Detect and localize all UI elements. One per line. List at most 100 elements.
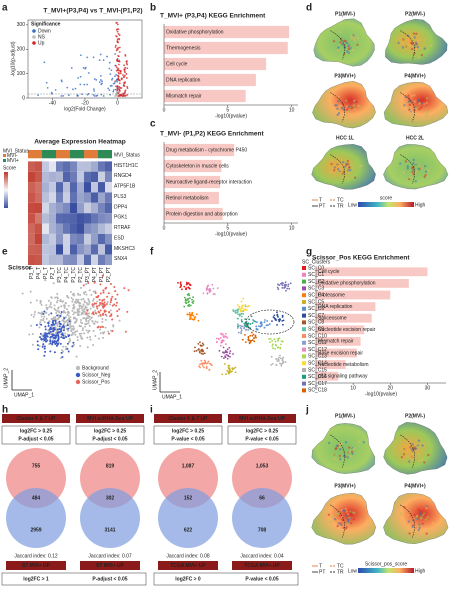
cell-point [116, 310, 119, 313]
cell-point [205, 289, 208, 291]
spot [400, 455, 404, 459]
cell-point [214, 293, 216, 295]
cell-point [80, 336, 83, 339]
spot [349, 454, 353, 458]
volcano-point [114, 64, 117, 67]
cell-point [37, 348, 40, 351]
cell-point [94, 291, 97, 294]
cell-point [94, 320, 97, 323]
bar-label: Oxidative phosphorylation [318, 281, 376, 287]
heatmap-col-label: P2_T [50, 267, 56, 279]
spot [414, 447, 417, 450]
volcano-point [116, 94, 119, 97]
heatmap-cell [63, 254, 70, 265]
cell-point [104, 313, 107, 316]
cell-point [221, 339, 224, 342]
cell-point [47, 324, 50, 327]
spot [419, 99, 423, 102]
cell-point [63, 322, 66, 325]
cell-point [101, 302, 104, 305]
cell-point [263, 321, 266, 324]
cell-point [85, 329, 88, 332]
heatmap-cell [28, 244, 35, 255]
cell-point [49, 342, 52, 345]
spot [421, 522, 424, 525]
heatmap-cell [70, 150, 77, 159]
cell-point [71, 332, 74, 335]
cell-point [96, 307, 99, 310]
spot [424, 114, 428, 117]
cell-point [229, 368, 232, 371]
cell-point [260, 321, 263, 324]
cell-point [91, 303, 94, 306]
cell-point [54, 319, 57, 322]
heatmap-cell [98, 244, 105, 255]
panel-label: b [150, 3, 156, 14]
volcano-point [87, 72, 90, 74]
bar-label: DNA replication [318, 304, 353, 310]
cell-point [41, 345, 44, 348]
spot [337, 100, 340, 103]
cell-point [85, 306, 88, 309]
legend-swatch [32, 29, 36, 33]
cell-point [208, 287, 211, 290]
cell-point [267, 324, 269, 326]
cell-point [40, 315, 43, 318]
cell-point [92, 299, 95, 302]
bar-label: Protein digestion and absorption [166, 211, 238, 217]
criteria: P-adjust < 0.05 [18, 436, 53, 442]
panel-label: i [150, 405, 153, 416]
cell-point [194, 346, 196, 349]
heatmap-cell [70, 233, 77, 245]
cell-point [55, 296, 58, 299]
spot [410, 166, 414, 170]
volcano-point [126, 63, 129, 66]
spot [424, 170, 428, 173]
cell-point [247, 329, 250, 331]
volcano-point [99, 75, 102, 77]
cell-point [232, 353, 234, 355]
cell-point [188, 300, 190, 303]
cell-point [32, 315, 35, 318]
cell-point [253, 337, 255, 340]
cell-point [236, 323, 239, 326]
heatmap-cell [70, 244, 77, 255]
volcano-point [123, 70, 126, 72]
layer: a b c d e f g h i j T_MVI+(P3,P4) vs T_MVI-(P1,P2)… [1, 3, 449, 586]
spot [421, 102, 424, 105]
volcano-point [112, 89, 115, 91]
heatmap-cell [49, 223, 56, 234]
heatmap-cell [42, 161, 49, 172]
volcano-point [50, 91, 53, 94]
cell-point [88, 289, 91, 292]
legend-label: SC_C12 [308, 347, 327, 353]
cell-point [281, 319, 284, 322]
spot [336, 113, 339, 117]
cell-point [244, 325, 247, 327]
volcano-point [100, 83, 103, 86]
cell-point [284, 281, 287, 284]
cell-point [69, 316, 72, 319]
cell-point [39, 332, 42, 335]
cell-point [49, 303, 52, 306]
heatmap-cell [70, 182, 77, 193]
cell-point [82, 284, 85, 287]
bar [164, 175, 221, 189]
cell-point [68, 341, 71, 344]
cell-point [283, 284, 286, 287]
heatmap-cell [91, 223, 98, 234]
heatmap-cell [77, 182, 84, 193]
cell-point [264, 319, 266, 321]
spot [346, 518, 349, 521]
spot [343, 52, 346, 55]
cell-point [79, 334, 82, 337]
spot [355, 446, 358, 450]
cell-point [44, 328, 47, 331]
cell-point [98, 304, 101, 307]
cell-point [67, 314, 70, 317]
cell-point [105, 314, 108, 317]
bar-label: Neuroactive ligand-receptor interaction [166, 179, 252, 185]
cell-point [60, 349, 63, 352]
spot [426, 110, 430, 113]
region-legend-label: TR [337, 569, 344, 575]
